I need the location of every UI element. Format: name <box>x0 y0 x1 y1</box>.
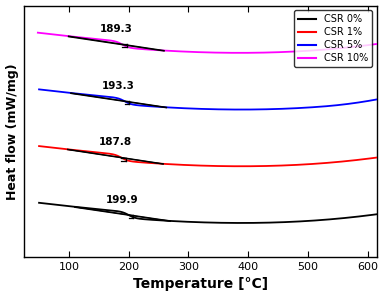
Text: 187.8: 187.8 <box>99 137 132 147</box>
Y-axis label: Heat flow (mW/mg): Heat flow (mW/mg) <box>5 63 18 200</box>
X-axis label: Temperature [°C]: Temperature [°C] <box>133 277 268 291</box>
Text: 193.3: 193.3 <box>102 81 135 91</box>
Legend: CSR 0%, CSR 1%, CSR 5%, CSR 10%: CSR 0%, CSR 1%, CSR 5%, CSR 10% <box>295 10 372 67</box>
Text: 189.3: 189.3 <box>100 24 133 34</box>
Text: 199.9: 199.9 <box>106 195 139 205</box>
